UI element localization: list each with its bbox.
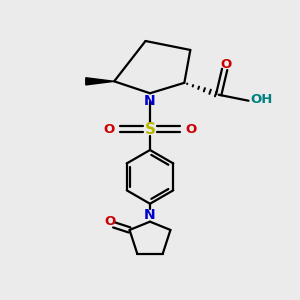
Polygon shape [86,78,114,85]
Text: N: N [144,94,156,108]
Text: OH: OH [251,93,273,106]
Text: O: O [105,215,116,228]
Text: N: N [144,208,156,222]
Text: O: O [185,123,197,136]
Text: O: O [103,123,115,136]
Text: S: S [145,122,155,136]
Text: O: O [220,58,232,70]
